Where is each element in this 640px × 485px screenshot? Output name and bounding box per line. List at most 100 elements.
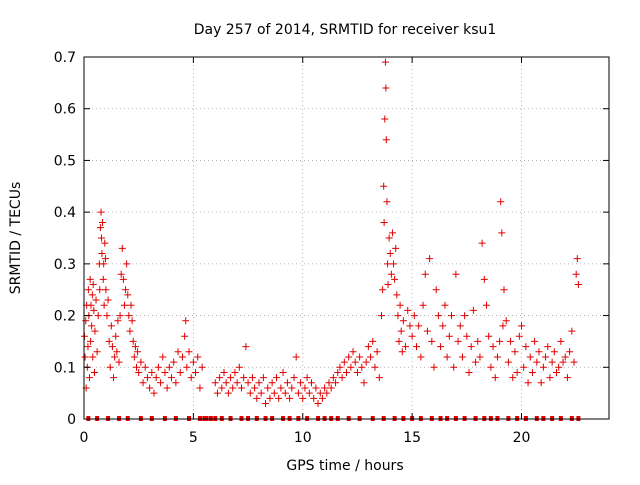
- data-point: [194, 353, 202, 361]
- data-point: [216, 374, 224, 382]
- data-point: [91, 368, 98, 376]
- data-point: [288, 384, 296, 392]
- data-point: [108, 343, 116, 351]
- data-point: [544, 343, 552, 351]
- data-point: [120, 301, 128, 309]
- data-point: [321, 384, 329, 392]
- data-point: [227, 374, 235, 382]
- data-point: [128, 317, 136, 325]
- data-point: [119, 275, 127, 283]
- data-point: [566, 348, 574, 356]
- data-point: [384, 260, 392, 268]
- data-point: [428, 337, 436, 345]
- data-point: [85, 374, 93, 382]
- data-point: [115, 358, 123, 366]
- data-point: [134, 348, 142, 356]
- data-point: [104, 296, 112, 304]
- data-point: [312, 384, 320, 392]
- data-point: [113, 348, 121, 356]
- data-point: [182, 317, 190, 325]
- data-point: [89, 281, 97, 289]
- data-point: [314, 399, 322, 407]
- data-point: [222, 379, 230, 387]
- data-point: [192, 368, 200, 376]
- data-point: [474, 337, 482, 345]
- data-point: [106, 363, 114, 371]
- data-point: [384, 281, 392, 289]
- data-point: [572, 270, 580, 278]
- data-point: [286, 394, 294, 402]
- data-point: [458, 353, 466, 361]
- data-point: [441, 301, 449, 309]
- data-point: [388, 229, 396, 237]
- data-point: [168, 374, 175, 382]
- data-point: [96, 224, 104, 232]
- data-point: [378, 312, 385, 320]
- data-point: [338, 374, 346, 382]
- data-point: [97, 208, 105, 216]
- data-point: [463, 332, 471, 340]
- data-point: [518, 322, 525, 330]
- data-point: [392, 244, 400, 252]
- data-point: [561, 353, 569, 361]
- data-point: [170, 358, 178, 366]
- data-point: [408, 332, 416, 340]
- data-point: [395, 337, 403, 345]
- data-point: [100, 260, 108, 268]
- data-point: [117, 270, 125, 278]
- data-point: [118, 244, 126, 252]
- data-point: [437, 343, 445, 351]
- data-point: [548, 358, 556, 366]
- data-point: [568, 327, 576, 335]
- data-point: [390, 260, 398, 268]
- data-point: [266, 394, 274, 402]
- data-point: [294, 389, 302, 397]
- data-point: [334, 368, 342, 376]
- data-point: [125, 312, 133, 320]
- data-point: [380, 218, 388, 226]
- data-point: [421, 270, 429, 278]
- data-point: [509, 374, 517, 382]
- data-point: [546, 374, 554, 382]
- data-point: [305, 389, 313, 397]
- data-point: [513, 368, 521, 376]
- data-point: [251, 384, 259, 392]
- data-point: [332, 379, 340, 387]
- x-tick-label: 10: [294, 430, 312, 446]
- data-point: [127, 301, 135, 309]
- data-point: [434, 312, 442, 320]
- data-point: [393, 291, 401, 299]
- data-point: [524, 379, 532, 387]
- data-point: [299, 394, 307, 402]
- data-point: [130, 353, 138, 361]
- data-point: [385, 234, 393, 242]
- data-point: [415, 322, 423, 330]
- data-point: [102, 286, 110, 294]
- data-point: [224, 389, 232, 397]
- data-point: [528, 368, 536, 376]
- data-point: [308, 379, 315, 387]
- data-point: [220, 368, 228, 376]
- data-point: [163, 384, 171, 392]
- data-point: [499, 322, 507, 330]
- data-point: [148, 368, 156, 376]
- data-point: [535, 348, 543, 356]
- data-point: [165, 363, 173, 371]
- data-point: [423, 327, 431, 335]
- data-point: [90, 306, 98, 314]
- data-point: [112, 332, 120, 340]
- data-point: [114, 317, 122, 325]
- data-point: [417, 353, 425, 361]
- data-point: [397, 327, 405, 335]
- data-point: [362, 358, 370, 366]
- data-point: [443, 353, 451, 361]
- data-point: [432, 286, 440, 294]
- data-point: [316, 389, 324, 397]
- data-point: [176, 368, 184, 376]
- data-point: [430, 363, 438, 371]
- data-point: [391, 275, 399, 283]
- data-point: [570, 358, 578, 366]
- y-tick-label: 0: [67, 412, 76, 428]
- data-point: [84, 343, 92, 351]
